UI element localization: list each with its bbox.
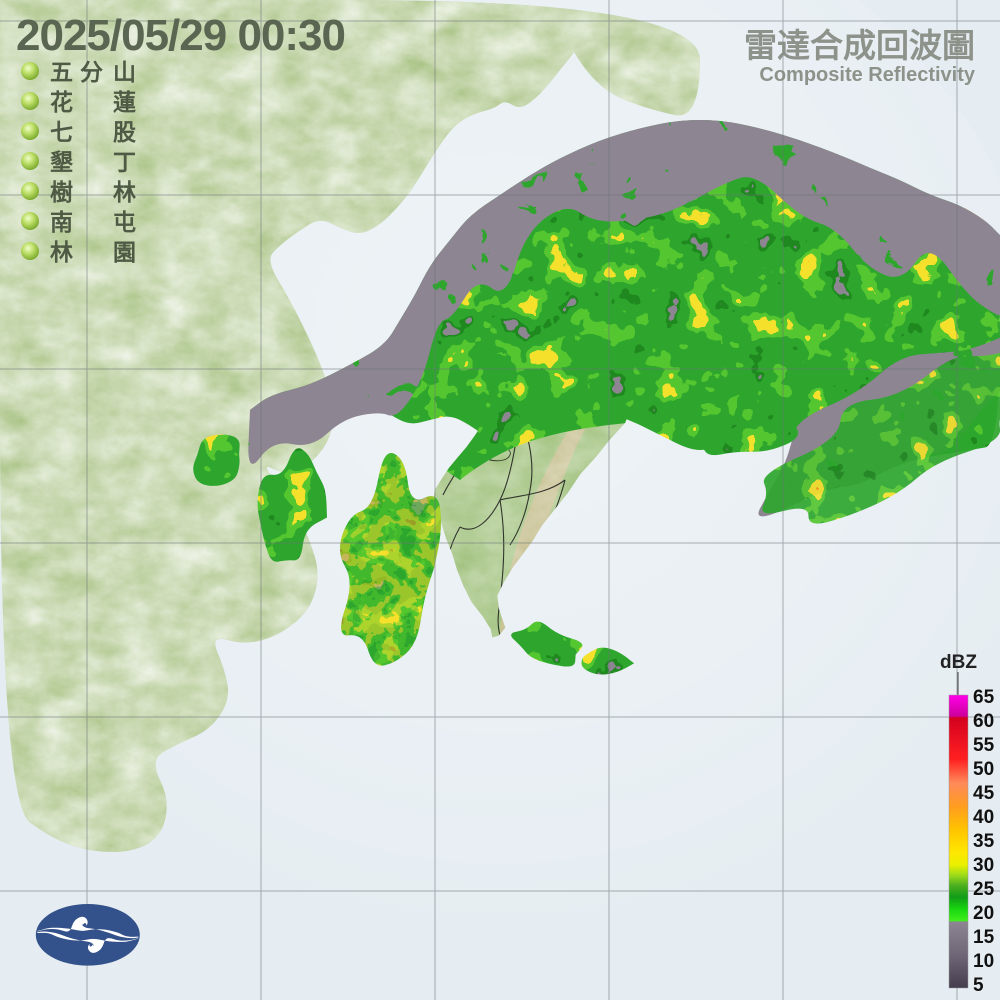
svg-text:50: 50 [973, 759, 994, 780]
svg-text:25: 25 [973, 879, 995, 900]
svg-text:5: 5 [973, 975, 984, 996]
svg-text:55: 55 [973, 735, 995, 756]
svg-text:七: 七 [50, 119, 73, 145]
svg-text:分: 分 [80, 59, 103, 85]
svg-text:丁: 丁 [113, 149, 136, 175]
svg-text:20: 20 [973, 903, 994, 924]
svg-text:林: 林 [50, 239, 73, 265]
svg-text:墾: 墾 [50, 149, 74, 175]
svg-text:雷達合成回波圖: 雷達合成回波圖 [744, 27, 975, 64]
svg-text:Composite Reflectivity: Composite Reflectivity [759, 64, 975, 86]
svg-text:30: 30 [973, 855, 994, 876]
svg-text:60: 60 [973, 711, 994, 732]
svg-text:dBZ: dBZ [940, 652, 977, 673]
svg-text:山: 山 [113, 59, 136, 85]
svg-text:10: 10 [973, 951, 994, 972]
svg-text:南: 南 [50, 209, 73, 235]
svg-text:蓮: 蓮 [113, 89, 136, 115]
svg-text:2025/05/29 00:30: 2025/05/29 00:30 [16, 11, 345, 60]
svg-text:園: 園 [113, 239, 136, 265]
svg-text:45: 45 [973, 783, 995, 804]
svg-text:花: 花 [50, 89, 73, 115]
svg-text:15: 15 [973, 927, 995, 948]
svg-text:樹: 樹 [50, 179, 73, 205]
svg-text:股: 股 [113, 119, 136, 145]
svg-text:五: 五 [50, 59, 73, 85]
svg-text:林: 林 [113, 179, 136, 205]
svg-text:65: 65 [973, 687, 995, 708]
svg-text:35: 35 [973, 831, 995, 852]
svg-text:屯: 屯 [113, 209, 136, 235]
svg-text:40: 40 [973, 807, 994, 828]
